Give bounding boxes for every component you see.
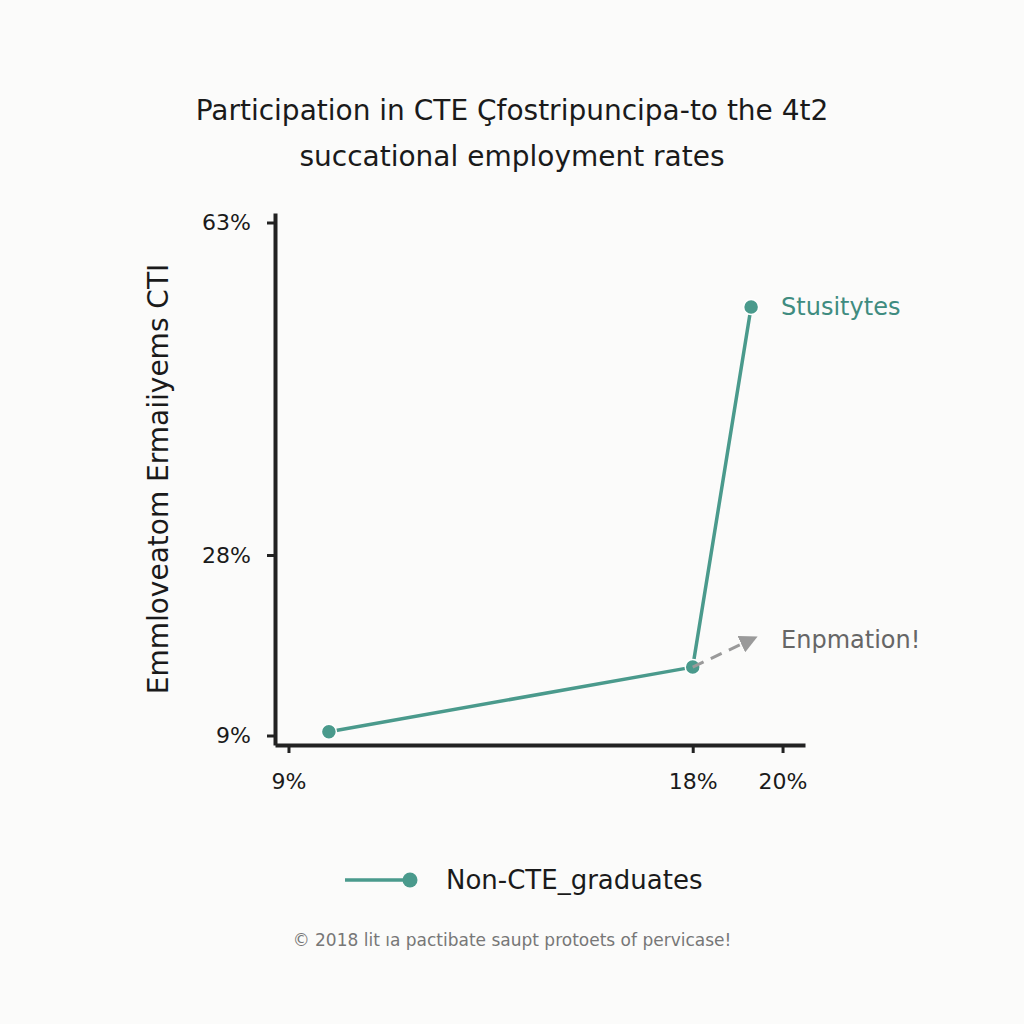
title-line: succational employment rates: [299, 140, 724, 173]
point: [685, 660, 700, 675]
tick: 9%: [216, 723, 275, 748]
tick: 9%: [272, 745, 307, 794]
tick-mark: [782, 745, 785, 753]
tick-mark: [267, 735, 275, 738]
axis-line: [274, 214, 278, 746]
tick-mark: [267, 554, 275, 557]
axis-line: [276, 744, 806, 748]
tick-mark: [267, 222, 275, 225]
footer: © 2018 lit ıa pactibate saupt protoets o…: [293, 930, 732, 950]
plot-area: [321, 300, 758, 740]
legend-item: Non-CTE_graduates: [345, 865, 702, 895]
point: [744, 300, 759, 315]
series-line: [329, 307, 751, 732]
tick-label: 9%: [216, 723, 251, 748]
tick: 63%: [202, 210, 275, 235]
y-axis: 9% 28% 63%: [202, 210, 275, 748]
title: Participation in CTE Çfostripuncipa-to t…: [196, 94, 829, 173]
tick-label: 63%: [202, 210, 251, 235]
chart: Participation in CTE Çfostripuncipa-to t…: [0, 0, 1024, 1024]
tick-label: 9%: [272, 769, 307, 794]
legend: Non-CTE_graduates: [345, 865, 702, 895]
legend-marker: [403, 873, 418, 888]
tick-label: 18%: [669, 769, 718, 794]
title-line: Participation in CTE Çfostripuncipa-to t…: [196, 94, 829, 127]
legend-label: Non-CTE_graduates: [446, 865, 702, 895]
tick: 20%: [759, 745, 808, 794]
series-line: [693, 640, 751, 668]
point: [321, 724, 336, 739]
x-axis: 9% 18% 20%: [272, 745, 808, 794]
tick: 18%: [669, 745, 718, 794]
tick-label: 28%: [202, 543, 251, 568]
annotation: Stusitytes: [781, 293, 900, 321]
tick: 28%: [202, 543, 275, 568]
background: [0, 0, 1024, 1024]
tick-label: 20%: [759, 769, 808, 794]
tick-mark: [692, 745, 695, 753]
annotation: Enpmation!: [781, 626, 920, 654]
y-axis-title: Emmloveatom Ermaiiyems CTI: [142, 264, 175, 695]
legend-swatch: [345, 878, 410, 882]
tick-mark: [287, 745, 290, 753]
